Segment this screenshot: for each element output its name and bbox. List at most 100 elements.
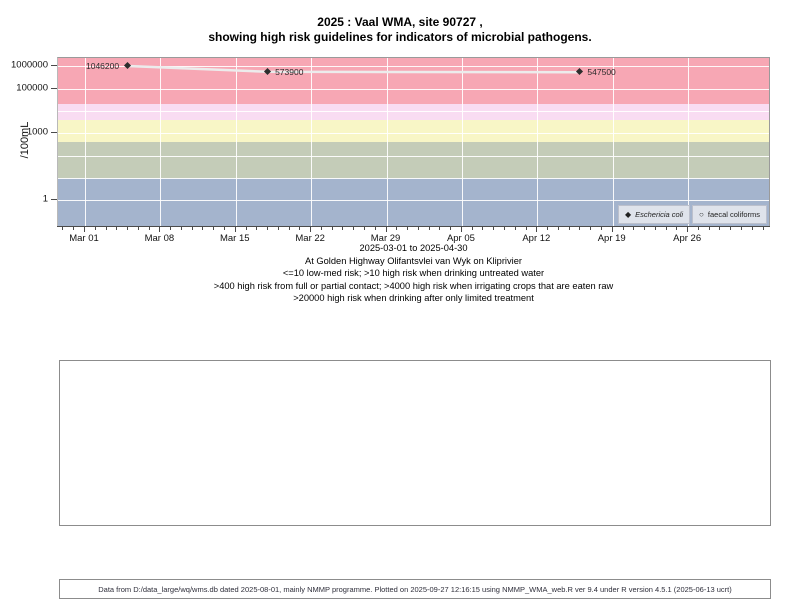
x-minor-tick (730, 227, 732, 230)
v-gridline (235, 58, 237, 226)
y-tick (51, 199, 57, 201)
risk-band (58, 142, 769, 178)
x-minor-tick (170, 227, 172, 230)
caption-guideline-1: <=10 low-med risk; >10 high risk when dr… (282, 268, 545, 278)
x-minor-tick (407, 227, 409, 230)
x-minor-tick (191, 227, 193, 230)
footer-box: Data from D:/data_large/wq/wms.db dated … (59, 579, 771, 599)
caption-guideline-2: >400 high risk from full or partial cont… (213, 280, 614, 291)
y-tick-label: 100000 (16, 82, 48, 94)
v-gridline (85, 58, 86, 226)
x-minor-tick (256, 227, 258, 230)
x-minor-tick (353, 227, 355, 230)
x-minor-tick (751, 227, 753, 230)
x-minor-tick (364, 227, 366, 230)
x-tick-label: Apr 05 (446, 233, 475, 244)
x-minor-tick (633, 227, 635, 230)
x-minor-tick (267, 227, 269, 230)
v-gridline (612, 58, 614, 226)
x-minor-tick (105, 227, 107, 230)
x-minor-tick (224, 227, 225, 230)
h-gridline (58, 88, 769, 90)
x-minor-tick (762, 227, 764, 230)
x-tick-label: Apr 26 (673, 233, 702, 244)
x-minor-tick (299, 227, 301, 230)
x-minor-tick (590, 227, 592, 230)
risk-band (58, 119, 769, 143)
x-tick-label: Mar 15 (219, 233, 250, 244)
x-minor-tick (568, 227, 570, 230)
x-minor-tick (514, 227, 516, 230)
h-gridline (58, 66, 769, 68)
v-gridline (537, 58, 539, 226)
x-minor-tick (504, 227, 506, 230)
x-minor-tick (62, 227, 64, 230)
x-minor-tick (331, 227, 333, 230)
caption-guideline-3: >20000 high risk when drinking after onl… (293, 293, 534, 303)
h-gridline (58, 200, 769, 202)
x-tick (234, 227, 236, 232)
x-minor-tick (579, 227, 581, 230)
risk-band (58, 104, 769, 120)
x-minor-tick (697, 227, 699, 230)
x-tick-label: Apr 19 (597, 233, 626, 244)
x-minor-tick (676, 227, 678, 230)
x-tick-label: Mar 29 (370, 233, 401, 244)
x-minor-tick (665, 227, 667, 230)
filled-diamond-icon: ◆ (624, 209, 632, 219)
x-tick (310, 227, 312, 232)
x-minor-tick (557, 227, 559, 230)
x-tick (611, 227, 613, 232)
x-minor-tick (428, 227, 430, 230)
data-point-label: 1046200 (86, 60, 120, 71)
x-minor-tick (342, 227, 344, 230)
x-minor-tick (320, 227, 322, 230)
v-gridline (386, 58, 388, 226)
legend-item: ◆ Eschericia coli (617, 205, 691, 224)
x-minor-tick (245, 227, 247, 230)
h-gridline (58, 155, 769, 157)
x-minor-tick (396, 227, 398, 230)
x-minor-tick (417, 227, 419, 230)
x-tick-label: Mar 08 (144, 233, 175, 244)
x-tick (159, 227, 161, 232)
v-gridline (688, 58, 690, 226)
x-minor-tick (450, 227, 452, 230)
v-gridline (461, 58, 463, 226)
empty-panel (59, 360, 771, 526)
chart-title-line2: showing high risk guidelines for indicat… (208, 30, 592, 44)
x-minor-tick (471, 227, 473, 230)
y-tick-label: 1 (42, 193, 48, 205)
x-minor-tick (137, 227, 139, 230)
legend: ◆ Eschericia coli ○ faecal coliforms (616, 205, 767, 224)
x-minor-tick (374, 227, 376, 230)
x-minor-tick (288, 227, 290, 230)
h-gridline (58, 111, 769, 112)
legend-item: ○ faecal coliforms (692, 205, 767, 224)
x-minor-tick (277, 227, 279, 230)
x-minor-tick (180, 227, 182, 230)
data-point-label: 573900 (275, 66, 304, 77)
plot-panel: 1046200 573900 547500 ◆ Eschericia coli ○ faec… (57, 57, 770, 226)
v-gridline (311, 58, 313, 226)
v-gridline (160, 58, 162, 226)
x-minor-tick (600, 227, 602, 230)
h-gridline (58, 133, 769, 135)
y-tick-label: 1000 (26, 126, 48, 138)
x-tick (687, 227, 689, 232)
x-minor-tick (622, 227, 624, 230)
x-minor-tick (94, 227, 96, 230)
legend-item-label: faecal coliforms (707, 210, 760, 219)
y-tick (51, 132, 57, 134)
x-minor-tick (127, 227, 129, 230)
risk-band (58, 58, 769, 105)
x-minor-tick (644, 227, 646, 230)
legend-item-label: Eschericia coli (635, 210, 684, 219)
x-minor-tick (719, 227, 721, 230)
x-minor-tick (213, 227, 215, 230)
open-circle-icon: ○ (699, 209, 704, 219)
x-minor-tick (202, 227, 204, 230)
x-minor-tick (708, 227, 710, 230)
x-tick (460, 227, 462, 232)
x-minor-tick (439, 227, 441, 230)
